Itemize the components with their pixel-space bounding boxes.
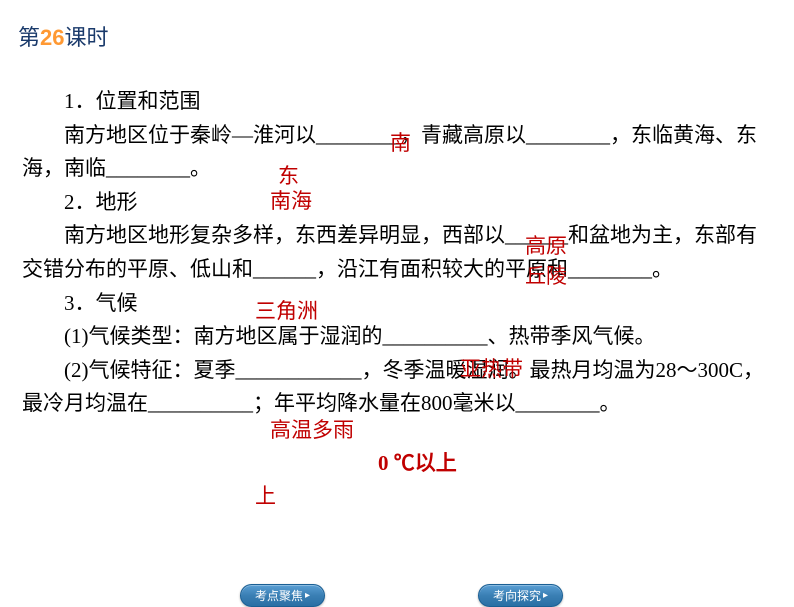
title-char2: 课时 <box>65 25 109 50</box>
answer-7: 亚热带 <box>460 353 523 383</box>
line-7: (2)气候特征：夏季____________，冬季温暖湿润。最热月均温为28～3… <box>22 354 772 421</box>
answer-3: 南海 <box>270 185 312 215</box>
title-num: 26 <box>40 25 64 50</box>
lesson-title: 第26课时 <box>18 20 109 52</box>
line-1: 1．位置和范围 <box>22 85 772 119</box>
answer-9: 0 ℃以上 <box>378 447 457 477</box>
title-char1: 第 <box>18 25 40 50</box>
answer-4: 高原 <box>525 230 567 260</box>
line-3: 2．地形 <box>22 186 772 220</box>
answer-1: 南 <box>390 127 411 157</box>
line-4: 南方地区地形复杂多样，东西差异明显，西部以______和盆地为主，东部有交错分布… <box>22 219 772 286</box>
line-6: (1)气候类型：南方地区属于湿润的__________、热带季风气候。 <box>22 320 772 354</box>
line-5: 3．气候 <box>22 287 772 321</box>
answer-10: 上 <box>255 480 276 510</box>
answer-5: 丘陵 <box>525 260 567 290</box>
answer-8: 高温多雨 <box>270 414 354 444</box>
answer-6: 三角洲 <box>255 295 318 325</box>
